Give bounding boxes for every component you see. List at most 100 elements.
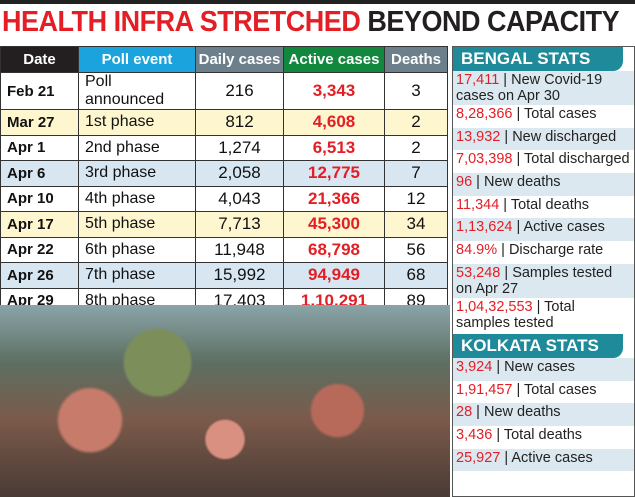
- table-row: Mar 27 1st phase 812 4,608 2: [0, 109, 448, 136]
- table-cell: 94,949: [283, 262, 385, 289]
- stat-value: 13,932: [456, 128, 501, 145]
- stat-value: 7,03,398: [456, 151, 513, 168]
- table-cell: 4th phase: [78, 185, 196, 212]
- stat-label: Total cases: [524, 106, 597, 122]
- headline: HEALTH INFRA STRETCHED BEYOND CAPACITY: [2, 6, 620, 39]
- table-cell: Apr 17: [0, 211, 79, 238]
- table-row: Apr 17 5th phase 7,713 45,300 34: [0, 211, 448, 238]
- stat-item: 11,344 | Total deaths: [456, 196, 590, 213]
- stat-value: 1,04,32,553: [456, 298, 533, 315]
- table-cell: 68: [384, 262, 448, 289]
- stat-label: Total deaths: [503, 426, 583, 443]
- table-cell: Apr 22: [0, 236, 79, 263]
- stat-label: Active cases: [523, 219, 605, 236]
- stat-label: Total deaths: [510, 196, 590, 213]
- stat-item: 1,13,624 | Active cases: [453, 218, 634, 242]
- table-cell: Mar 27: [0, 109, 79, 136]
- table-cell: 7: [384, 160, 448, 187]
- stat-value: 53,248: [456, 264, 501, 281]
- table-cell: Feb 21: [0, 72, 79, 110]
- table-cell: Apr 10: [0, 185, 79, 212]
- table-cell: Poll announced: [78, 72, 196, 110]
- table-row: Apr 10 4th phase 4,043 21,366 12: [0, 185, 448, 212]
- stat-item: 96 | New deaths: [453, 173, 634, 196]
- table-cell: 3,343: [283, 72, 385, 110]
- table-row: Feb 21 Poll announced 216 3,343 3: [0, 72, 448, 110]
- top-rule: [0, 0, 635, 4]
- table-cell: 1,274: [195, 134, 284, 161]
- poll-covid-table: Date Poll event Daily cases Active cases Dea…: [0, 46, 448, 314]
- table-cell: 216: [195, 72, 284, 110]
- stat-item: 1,04,32,553 | Total samples tested: [456, 298, 575, 331]
- table-cell: 12,775: [283, 160, 385, 187]
- headline-red: HEALTH INFRA STRETCHED: [2, 6, 361, 38]
- headline-black: BEYOND CAPACITY: [367, 6, 620, 38]
- stat-value: 8,28,366: [456, 106, 513, 122]
- table-cell: 56: [384, 236, 448, 263]
- table-cell: 2,058: [195, 160, 284, 187]
- table-cell: 68,798: [283, 236, 385, 263]
- stat-item: 1,91,457 | Total cases: [456, 381, 597, 398]
- table-row: Apr 6 3rd phase 2,058 12,775 7: [0, 160, 448, 187]
- stat-value: 84.9%: [456, 242, 498, 259]
- table-cell: 21,366: [283, 185, 385, 212]
- table-row: Apr 1 2nd phase 1,274 6,513 2: [0, 134, 448, 161]
- stat-label: New deaths: [483, 404, 561, 421]
- stat-value: 3,436: [456, 426, 493, 443]
- stat-label: Discharge rate: [508, 242, 604, 259]
- column-header: Poll event: [78, 46, 196, 73]
- stat-label: Total samples tested: [456, 298, 575, 331]
- table-cell: 12: [384, 185, 448, 212]
- table-cell: 4,608: [283, 109, 385, 136]
- stat-value: 1,13,624: [456, 219, 513, 236]
- table-cell: 45,300: [283, 211, 385, 238]
- stat-value: 17,411: [456, 72, 500, 88]
- stat-value: 11,344: [456, 196, 500, 213]
- table-cell: 3: [384, 72, 448, 110]
- table-cell: 7,713: [195, 211, 284, 238]
- stat-item: 7,03,398 | Total discharged: [456, 151, 630, 168]
- stat-item: 53,248 | Samples tested on Apr 27: [453, 263, 634, 298]
- table-cell: 4,043: [195, 185, 284, 212]
- stat-item: 25,927 | Active cases: [453, 448, 634, 472]
- table-cell: 34: [384, 211, 448, 238]
- table-cell: Apr 6: [0, 160, 79, 187]
- column-header: Active cases: [283, 46, 385, 73]
- stat-value: 28: [456, 404, 473, 421]
- table-row: Apr 22 6th phase 11,948 68,798 56: [0, 236, 448, 263]
- stat-label: New deaths: [483, 174, 561, 191]
- stat-item: 84.9% | Discharge rate: [456, 242, 604, 259]
- table-cell: 2: [384, 109, 448, 136]
- bengal-stats-header: BENGAL STATS: [453, 47, 623, 71]
- stat-label: Active cases: [511, 449, 593, 466]
- table-cell: 3rd phase: [78, 160, 196, 187]
- stat-label: New discharged: [512, 128, 617, 145]
- stat-value: 3,924: [456, 358, 493, 375]
- stat-item: 17,411 | New Covid-19 cases on Apr 30: [453, 71, 634, 105]
- stat-item: 13,932 | New discharged: [453, 127, 634, 151]
- stat-label: Total cases: [524, 381, 597, 398]
- stat-label: New Covid-19 cases on Apr 30: [456, 72, 603, 104]
- stat-value: 1,91,457: [456, 381, 513, 398]
- table-cell: 6th phase: [78, 236, 196, 263]
- bengal-stats-list: 17,411 | New Covid-19 cases on Apr 30 8,2…: [453, 71, 634, 332]
- stat-item: 8,28,366 | Total cases: [456, 106, 597, 122]
- table-cell: 2nd phase: [78, 134, 196, 161]
- kolkata-stats-header: KOLKATA STATS: [453, 333, 623, 358]
- stat-label: Total discharged: [524, 151, 630, 168]
- stat-value: 25,927: [456, 449, 501, 466]
- table-row: Apr 26 7th phase 15,992 94,949 68: [0, 262, 448, 289]
- stat-label: Samples tested on Apr 27: [456, 264, 613, 297]
- column-header: Daily cases: [195, 46, 284, 73]
- column-header: Deaths: [384, 46, 448, 73]
- table-cell: 7th phase: [78, 262, 196, 289]
- stats-panel: BENGAL STATS 17,411 | New Covid-19 cases…: [452, 46, 635, 497]
- table-cell: Apr 1: [0, 134, 79, 161]
- column-header: Date: [0, 46, 79, 73]
- table-cell: 5th phase: [78, 211, 196, 238]
- table-cell: 6,513: [283, 134, 385, 161]
- stat-value: 96: [456, 174, 473, 191]
- stat-item: 3,924 | New cases: [453, 357, 634, 381]
- stat-item: 3,436 | Total deaths: [456, 426, 583, 443]
- kolkata-stats-list: 3,924 | New cases 1,91,457 | Total cases 2…: [453, 357, 634, 472]
